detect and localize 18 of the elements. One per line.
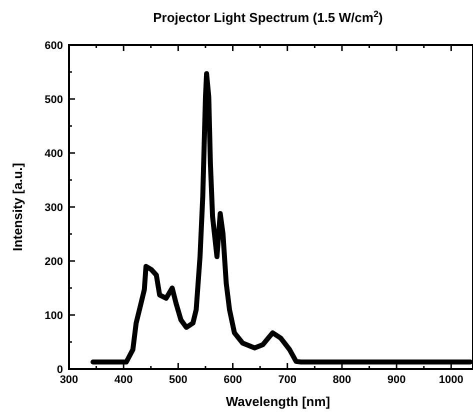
y-tick-label: 600: [44, 40, 63, 52]
x-tick-label: 1000: [438, 374, 464, 386]
y-axis-title: Intensity [a.u.]: [10, 162, 25, 252]
chart-title: Projector Light Spectrum (1.5 W/cm$^{2}$): [153, 9, 383, 25]
x-axis-title: Wavelength [nm]: [226, 394, 330, 409]
y-tick-label: 400: [44, 148, 63, 160]
y-tick-label: 500: [44, 94, 63, 106]
y-tick-label: 0: [56, 364, 63, 376]
x-tick-label: 900: [387, 374, 406, 386]
x-tick-label: 700: [278, 374, 297, 386]
y-tick-label: 300: [44, 202, 63, 214]
x-tick-label: 800: [332, 374, 352, 386]
x-tick-label: 500: [169, 374, 188, 386]
x-tick-label: 400: [114, 374, 133, 386]
y-tick-label: 200: [44, 256, 63, 268]
x-tick-label: 300: [60, 374, 78, 386]
y-tick-label: 100: [44, 310, 63, 322]
x-tick-label: 600: [224, 374, 242, 386]
